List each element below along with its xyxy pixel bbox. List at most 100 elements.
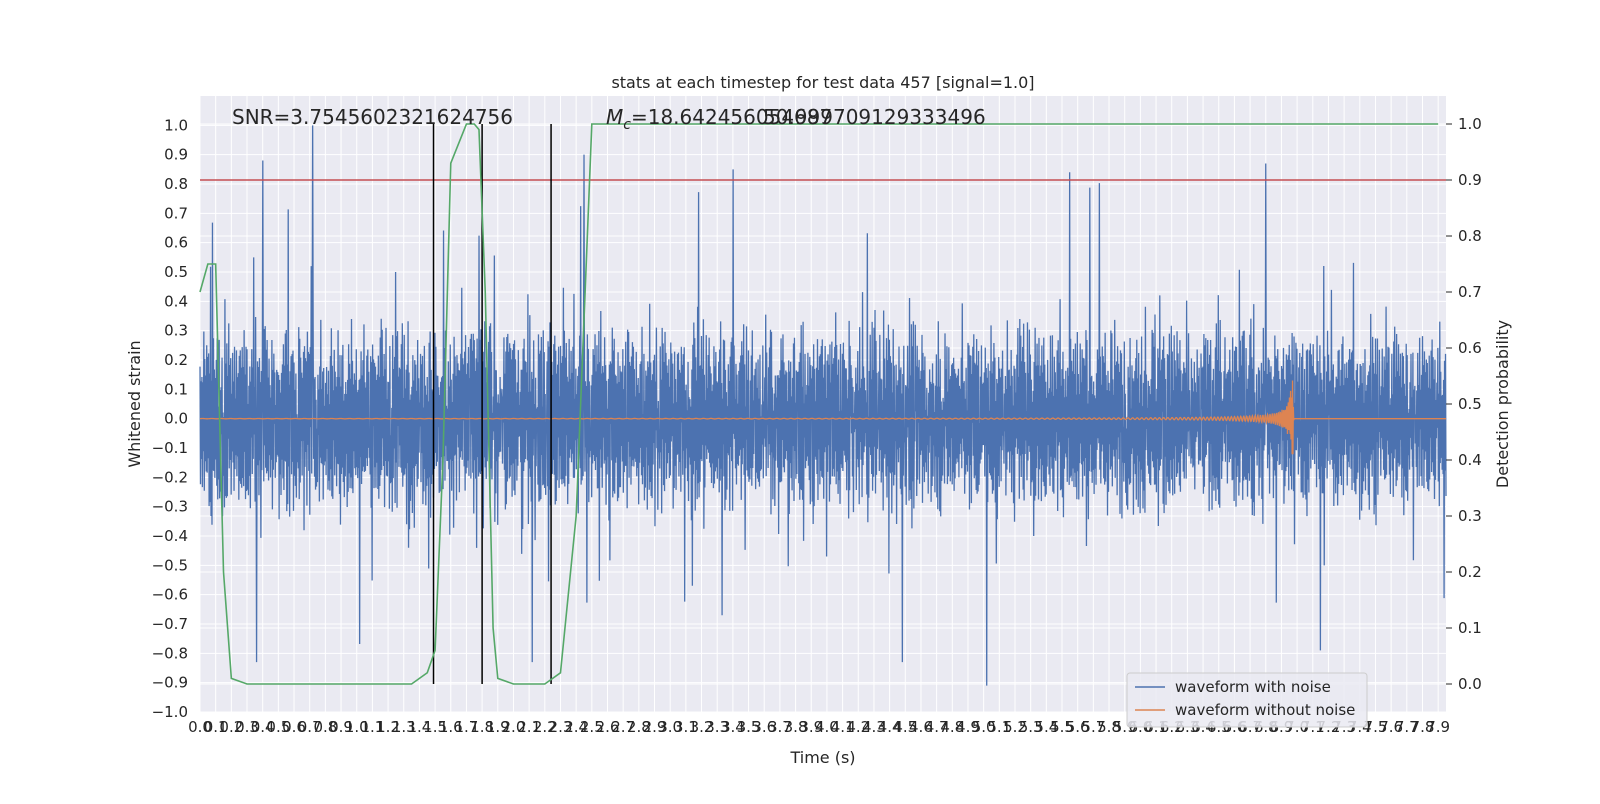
series-waveform-without-noise (199, 380, 1446, 455)
detection-probability-line (199, 123, 1439, 685)
y-tick-label-9: −0.1 (152, 439, 188, 457)
x-tick-label-44: 4.4 (878, 718, 902, 736)
x-tick-label-47: 4.7 (925, 718, 949, 736)
x-tick-label-40: 4.0 (815, 718, 839, 736)
y-tick-label-12: 0.2 (164, 351, 188, 369)
x-tick-label-27: 2.7 (611, 718, 635, 736)
y-tick-label-10: 0.0 (164, 410, 188, 428)
x-tick-label-16: 1.6 (439, 718, 463, 736)
x-tick-label-23: 2.3 (549, 718, 573, 736)
x-tick-label-33: 3.3 (705, 718, 729, 736)
x-tick-label-21: 2.1 (517, 718, 541, 736)
y-tick-label-1: −0.9 (152, 674, 188, 692)
y2-tick-label-5: 0.5 (1458, 395, 1482, 413)
x-tick-label-48: 4.8 (940, 718, 964, 736)
y-tick-label-6: −0.4 (152, 527, 188, 545)
mc-symbol: M (606, 105, 623, 129)
x-tick-label-14: 1.4 (407, 718, 431, 736)
x-tick-label-30: 3.0 (658, 718, 682, 736)
y-tick-label-8: −0.2 (152, 468, 188, 486)
x-tick-label-24: 2.4 (564, 718, 588, 736)
x-tick-label-78: 7.8 (1411, 718, 1435, 736)
y-tick-label-20: 1.0 (164, 116, 188, 134)
legend: waveform with noise waveform without noi… (1126, 672, 1368, 728)
x-tick-label-32: 3.2 (690, 718, 714, 736)
x-tick-label-12: 1.2 (376, 718, 400, 736)
x-tick-label-42: 4.2 (846, 718, 870, 736)
y-tick-label-14: 0.4 (164, 292, 188, 310)
x-tick-label-20: 2.0 (502, 718, 526, 736)
x-tick-label-28: 2.8 (627, 718, 651, 736)
x-tick-label-75: 7.5 (1364, 718, 1388, 736)
x-tick-label-41: 4.1 (831, 718, 855, 736)
x-tick-label-77: 7.7 (1395, 718, 1419, 736)
y2-tick-label-4: 0.4 (1458, 451, 1482, 469)
y2-tick-label-0: 0.0 (1458, 675, 1482, 693)
y2-tick-label-1: 0.1 (1458, 619, 1482, 637)
x-tick-label-1: 0.1 (204, 718, 228, 736)
x-tick-label-17: 1.7 (455, 718, 479, 736)
x-tick-label-57: 5.7 (1081, 718, 1105, 736)
mc-overlap-annotation: 50.999709129333496 (763, 105, 986, 129)
y-tick-label-13: 0.3 (164, 322, 188, 340)
chart-title: stats at each timestep for test data 457… (611, 73, 1034, 92)
x-tick-label-52: 5.2 (1003, 718, 1027, 736)
legend-label-clean: waveform without noise (1175, 701, 1355, 719)
x-tick-label-39: 3.9 (799, 718, 823, 736)
y-tick-label-2: −0.8 (152, 644, 188, 662)
x-tick-label-51: 5.1 (987, 718, 1011, 736)
x-tick-label-13: 1.3 (392, 718, 416, 736)
mc-value: =18.642456054687 (631, 105, 832, 129)
x-tick-label-4: 0.4 (251, 718, 275, 736)
x-tick-label-36: 3.6 (752, 718, 776, 736)
x-tick-label-43: 4.3 (862, 718, 886, 736)
x-tick-label-56: 5.6 (1066, 718, 1090, 736)
mc-subscript: c (623, 117, 631, 133)
x-tick-label-76: 7.6 (1379, 718, 1403, 736)
y2-tick-label-3: 0.3 (1458, 507, 1482, 525)
x-tick-label-15: 1.5 (423, 718, 447, 736)
x-tick-label-6: 0.6 (282, 718, 306, 736)
x-tick-label-45: 4.5 (893, 718, 917, 736)
mc-annotation: Mc=18.642456054687 (606, 105, 832, 133)
x-tick-label-46: 4.6 (909, 718, 933, 736)
x-tick-label-22: 2.2 (533, 718, 557, 736)
y-tick-label-0: −1.0 (152, 703, 188, 721)
x-tick-label-8: 0.8 (313, 718, 337, 736)
x-tick-label-50: 5.0 (972, 718, 996, 736)
x-tick-label-29: 2.9 (643, 718, 667, 736)
x-tick-label-37: 3.7 (768, 718, 792, 736)
y-tick-label-19: 0.9 (164, 146, 188, 164)
y-tick-labels: −1.0 −0.9 −0.8 −0.7 −0.6 −0.5 −0.4 −0.3 −0.2 −0.1… (152, 116, 188, 721)
series-detection-probability (199, 123, 1439, 685)
x-tick-label-0: 0.0 (188, 718, 212, 736)
x-tick-label-7: 0.7 (298, 718, 322, 736)
y-axis-label: Whitened strain (125, 340, 144, 467)
y-tick-label-17: 0.7 (164, 204, 188, 222)
x-tick-label-9: 0.9 (329, 718, 353, 736)
x-tick-label-10: 1.0 (345, 718, 369, 736)
x-tick-label-11: 1.1 (360, 718, 384, 736)
x-axis-label: Time (s) (789, 748, 855, 767)
x-tick-label-58: 5.8 (1097, 718, 1121, 736)
x-tick-label-54: 5.4 (1034, 718, 1058, 736)
x-tick-label-35: 3.5 (737, 718, 761, 736)
x-tick-label-31: 3.1 (674, 718, 698, 736)
y2-tick-label-10: 1.0 (1458, 115, 1482, 133)
y-tick-label-7: −0.3 (152, 498, 188, 516)
x-tick-label-38: 3.8 (784, 718, 808, 736)
legend-box (1126, 672, 1368, 728)
y2-axis-label: Detection probability (1493, 320, 1512, 488)
x-tick-label-26: 2.6 (596, 718, 620, 736)
y2-tick-label-7: 0.7 (1458, 283, 1482, 301)
x-tick-label-53: 5.3 (1019, 718, 1043, 736)
y-tick-label-16: 0.6 (164, 234, 188, 252)
y-tick-label-5: −0.5 (152, 556, 188, 574)
y-tick-label-3: −0.7 (152, 615, 188, 633)
y2-tick-labels: 0.0 0.1 0.2 0.3 0.4 0.5 0.6 0.7 0.8 0.9 1.0 (1446, 115, 1482, 693)
x-tick-label-3: 0.3 (235, 718, 259, 736)
x-tick-label-19: 1.9 (486, 718, 510, 736)
y-tick-label-15: 0.5 (164, 263, 188, 281)
